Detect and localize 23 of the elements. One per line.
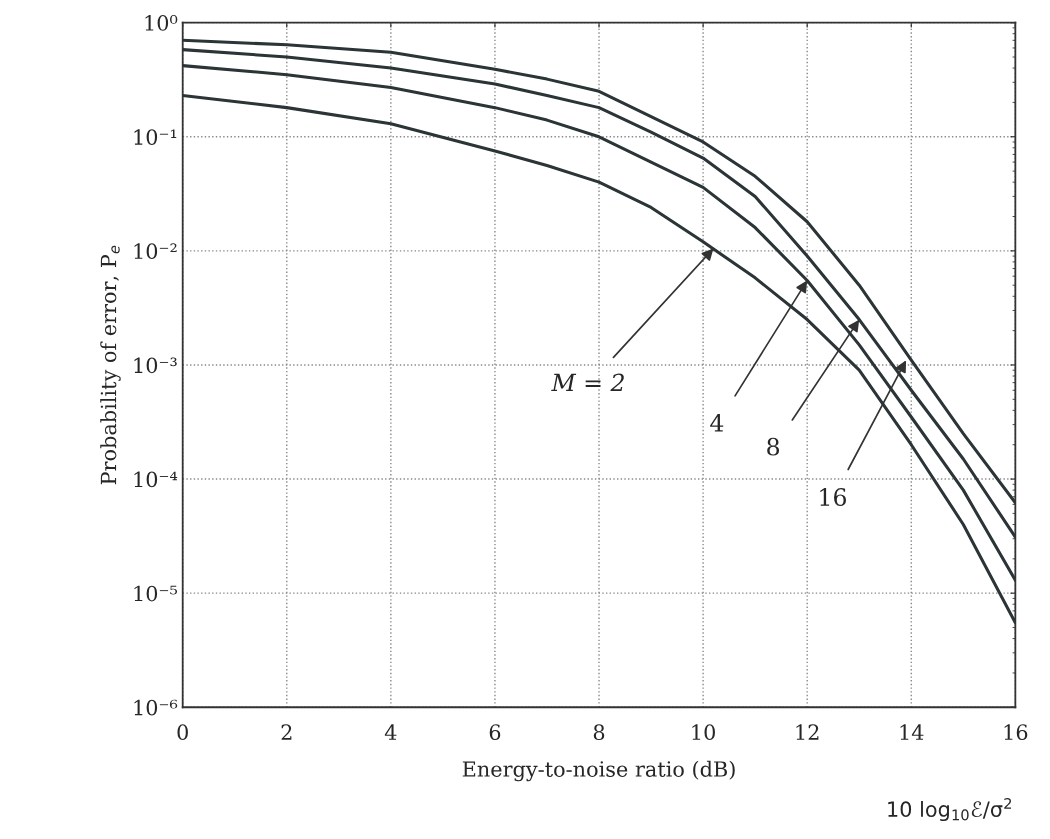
text: 10 log$_{10}$ℰ/σ$^{2}$ <box>888 797 1012 822</box>
annotation: M = 2 <box>551 373 624 392</box>
y-axis-title: Probability of error, P$_{e}$ <box>100 245 121 485</box>
x-tick-label: 4 <box>384 724 397 740</box>
y-tick-label: 10⁻⁶ <box>134 699 178 716</box>
y-tick-label: 10⁻⁵ <box>134 585 178 602</box>
y-tick-label: 10⁻¹ <box>134 129 177 145</box>
annotation: 16 <box>820 488 846 506</box>
x-axis-title: Energy-to-noise ratio (dB) <box>462 760 735 782</box>
x-tick-label: 16 <box>1004 724 1028 741</box>
annotation: 8 <box>767 437 780 456</box>
y-tick-label: 10⁻⁴ <box>134 471 178 488</box>
x-tick-label: 8 <box>593 724 605 741</box>
x-tick-label: 12 <box>796 724 819 740</box>
y-tick-label: 10⁻² <box>134 243 177 260</box>
y-tick-label: 10⁰ <box>145 15 178 31</box>
x-tick-label: 10 <box>692 724 715 741</box>
y-tick-label: 10⁻³ <box>134 357 177 374</box>
x-tick-label: 0 <box>177 724 188 741</box>
x-tick-label: 6 <box>489 724 501 741</box>
x-tick-label: 14 <box>900 724 924 740</box>
x-tick-label: 2 <box>281 724 292 740</box>
annotation: 4 <box>710 413 724 432</box>
